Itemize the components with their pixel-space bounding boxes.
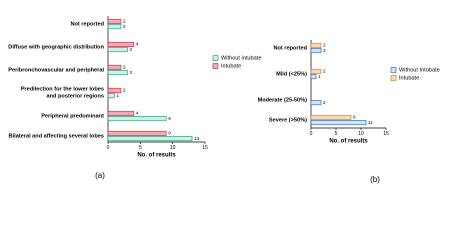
caption: (b) <box>370 175 380 184</box>
category-label: Moderate (25-50%) <box>258 97 308 103</box>
bar <box>310 68 322 74</box>
legend-swatch <box>390 67 397 73</box>
x-tick-label: 5 <box>335 131 338 137</box>
x-tick-label: 0 <box>107 145 110 151</box>
x-axis-label: No. of results <box>329 139 368 145</box>
x-tick-label: 15 <box>202 145 208 151</box>
category-label: Not reported <box>70 21 104 27</box>
category-label: Mild (<25%) <box>276 71 307 77</box>
bar <box>310 120 367 126</box>
x-tick-label: 10 <box>170 145 176 151</box>
value-label: 2 <box>323 48 326 53</box>
bar <box>107 130 167 136</box>
value-label: 2 <box>123 24 126 29</box>
category-label: Diffuse with geographic distribution <box>8 44 104 50</box>
bar <box>107 24 122 30</box>
category-label: Severe (>50%) <box>269 117 307 123</box>
value-label: 2 <box>123 65 126 70</box>
value-label: 9 <box>168 116 171 121</box>
caption: (a) <box>95 171 105 180</box>
category-label: Peripheral predominant <box>41 113 104 119</box>
x-tick-label: 5 <box>139 145 142 151</box>
bar <box>107 136 193 142</box>
legend-label: Without intubate <box>221 55 261 61</box>
legend-swatch <box>212 55 219 61</box>
value-label: 2 <box>123 88 126 93</box>
value-label: 4 <box>136 42 139 47</box>
legend-label: Intubate <box>221 63 241 69</box>
bar <box>107 18 122 24</box>
bar <box>107 110 135 116</box>
bar <box>310 48 322 54</box>
legend-label: Intubate <box>399 75 419 81</box>
category-label: Not reported <box>273 45 307 51</box>
value-label: 1 <box>116 93 119 98</box>
legend-label: Without Intubate <box>399 67 440 73</box>
bar <box>107 41 135 47</box>
legend-swatch <box>390 75 397 81</box>
value-label: 2 <box>323 69 326 74</box>
bar <box>310 114 352 120</box>
value-label: 3 <box>129 47 132 52</box>
x-axis-label: No. of results <box>137 153 176 159</box>
value-label: 2 <box>123 19 126 24</box>
category-label: Peribronchovascular and peripheral <box>8 67 104 73</box>
bar <box>107 93 115 99</box>
bar <box>107 87 122 93</box>
category-label: Bilateral and affecting several lobes <box>9 133 104 139</box>
value-label: 2 <box>323 100 326 105</box>
value-label: 11 <box>368 120 373 125</box>
category-label: Predilection for the lower lobes and post… <box>21 87 104 100</box>
value-label: 13 <box>194 136 200 141</box>
bar <box>107 64 122 70</box>
value-label: 9 <box>168 131 171 136</box>
bar <box>107 70 128 76</box>
bar <box>107 116 167 122</box>
x-tick-label: 0 <box>310 131 313 137</box>
bar <box>310 74 317 80</box>
value-label: 8 <box>353 115 356 120</box>
value-label: 3 <box>129 70 132 75</box>
value-label: 4 <box>136 111 139 116</box>
x-tick-label: 10 <box>358 131 364 137</box>
legend-swatch <box>212 63 219 69</box>
bar <box>310 100 322 106</box>
value-label: 2 <box>323 43 326 48</box>
bar <box>107 47 128 53</box>
x-tick-label: 15 <box>383 131 389 137</box>
value-label: 1 <box>318 74 321 79</box>
bar <box>310 42 322 48</box>
